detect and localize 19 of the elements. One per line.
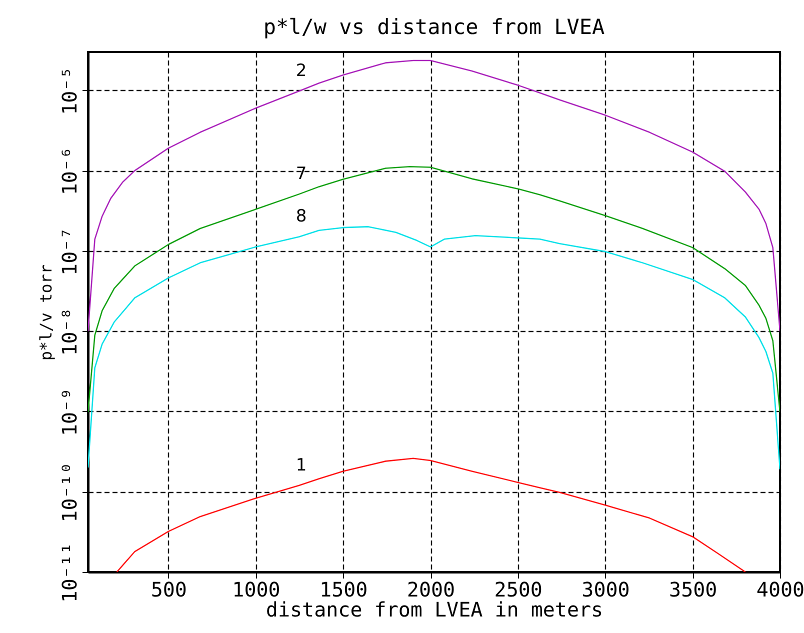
series-label: 1 [296,455,307,476]
line-series [116,458,746,572]
y-tick-label: 10⁻⁵ [58,66,82,115]
y-tick-label: 10⁻¹¹ [58,542,82,603]
series-label: 2 [296,61,307,82]
y-tick-label: 10⁻⁷ [58,227,82,276]
x-tick-label: 500 [150,578,187,602]
y-tick-label: 10⁻⁶ [58,147,82,196]
chart-title: p*l/w vs distance from LVEA [263,15,606,39]
x-tick-label: 3500 [669,578,718,602]
line-series [88,166,780,413]
y-tick-label: 10⁻⁸ [58,308,82,356]
y-tick-label: 10⁻¹⁰ [58,462,82,522]
x-tick-label: 4000 [756,578,804,602]
series-label: 8 [296,206,307,227]
line-series [88,226,780,470]
line-series [88,60,780,332]
y-axis-title: p*l/v torr [36,264,56,361]
y-tick-label: 10⁻⁹ [58,388,82,436]
